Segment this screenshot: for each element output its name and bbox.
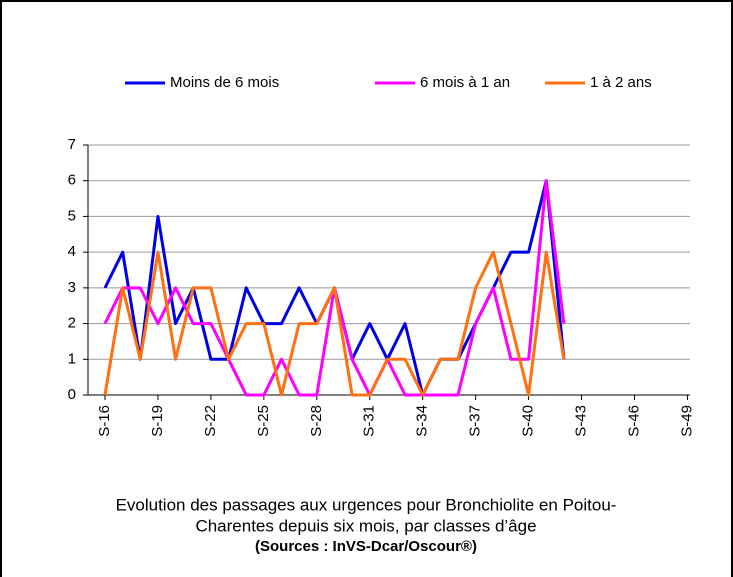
y-tick-label: 6 [68, 172, 76, 189]
legend-label: 1 à 2 ans [590, 74, 652, 91]
x-tick-label: S-34 [414, 405, 431, 437]
title-line: Evolution des passages aux urgences pour… [116, 495, 617, 514]
title-line: Charentes depuis six mois, par classes d… [195, 516, 536, 535]
x-tick-label: S-19 [149, 405, 166, 437]
x-tick-label: S-43 [573, 405, 590, 437]
x-tick-label: S-16 [96, 405, 113, 437]
y-tick-label: 0 [68, 386, 76, 403]
y-tick-label: 5 [68, 207, 76, 224]
x-tick-label: S-49 [678, 405, 695, 437]
legend-label: 6 mois à 1 an [420, 74, 510, 91]
y-tick-label: 4 [68, 243, 76, 260]
source: (Sources : InVS-Dcar/Oscour®) [255, 538, 477, 555]
x-tick-label: S-28 [308, 405, 325, 437]
x-tick-label: S-25 [255, 405, 272, 437]
x-tick-label: S-22 [202, 405, 219, 437]
y-tick-label: 3 [68, 279, 76, 296]
legend-label: Moins de 6 mois [170, 74, 279, 91]
y-tick-label: 7 [68, 136, 76, 153]
y-tick-label: 2 [68, 315, 76, 332]
y-tick-label: 1 [68, 350, 76, 367]
series-line [103, 250, 566, 397]
x-tick-label: S-46 [625, 405, 642, 437]
x-tick-label: S-40 [520, 405, 537, 437]
x-tick-label: S-31 [361, 405, 378, 437]
x-tick-label: S-37 [467, 405, 484, 437]
